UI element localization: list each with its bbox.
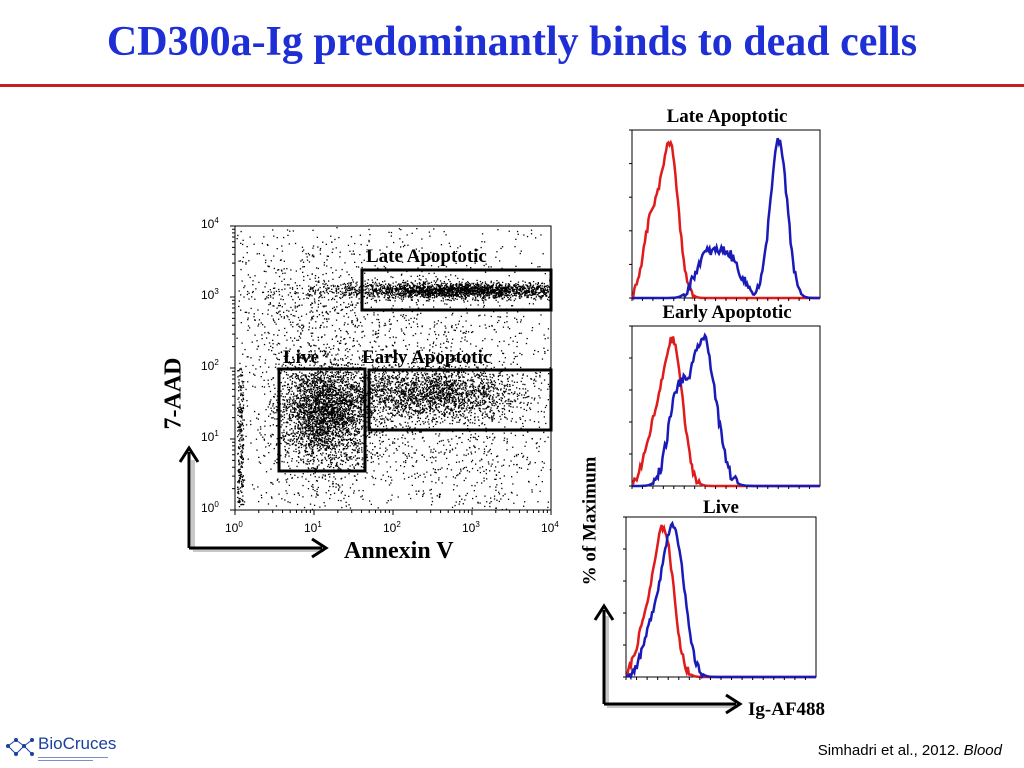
x-tick-label: 101: [304, 520, 322, 535]
y-tick-label: 101: [201, 429, 219, 444]
y-tick-label: 103: [201, 287, 219, 302]
dot-plot: [230, 225, 553, 515]
citation-journal: Blood: [963, 742, 1002, 759]
gate-label-late-apoptotic: Late Apoptotic: [366, 246, 487, 267]
dot-plot-events: [236, 227, 552, 511]
slide-title: CD300a-Ig predominantly binds to dead ce…: [106, 19, 918, 65]
x-tick-label: 100: [225, 520, 243, 535]
gate-early-apoptotic: [367, 368, 553, 432]
y-axis-title: 7-AAD: [160, 357, 187, 430]
dot-plot-axis-arrows: [178, 445, 329, 559]
x-tick-label: 102: [383, 520, 401, 535]
x-tick-label: 104: [541, 520, 559, 535]
histogram-axis-arrows: [593, 603, 743, 715]
histogram-title-live: Live: [703, 497, 739, 518]
logo-tagline-graphic: [38, 757, 108, 761]
title-divider: [0, 84, 1024, 87]
histogram-late-cd300a-curve: [632, 137, 820, 300]
gate-label-live: Live: [283, 347, 319, 368]
biocruces-logo-icon: [6, 738, 34, 756]
histogram-title-late: Late Apoptotic: [666, 106, 788, 127]
histogram-x-axis-title: Ig-AF488: [748, 699, 826, 720]
gate-live: [277, 367, 367, 473]
x-tick-label: 103: [462, 520, 480, 535]
x-axis-title: Annexin V: [344, 538, 454, 564]
citation-text: Simhadri et al., 2012.: [817, 742, 960, 759]
dot-plot-ticks: [230, 225, 552, 515]
gate-label-early-apoptotic: Early Apoptotic: [362, 347, 492, 368]
histogram-live-cd300a-curve: [625, 520, 816, 681]
histogram-live: [623, 516, 817, 681]
histogram-title-early: Early Apoptotic: [662, 302, 792, 323]
biocruces-logo-text: BioCruces: [38, 734, 117, 753]
y-tick-label: 102: [201, 358, 219, 373]
histogram-early: [629, 325, 821, 489]
histogram-late-control-curve: [630, 139, 820, 301]
citation: Simhadri et al., 2012. Blood: [818, 742, 1002, 759]
histogram-late: [629, 129, 821, 301]
histogram-frame-live: [625, 516, 817, 678]
gate-late-apoptotic: [360, 268, 553, 312]
histogram-early-control-curve: [631, 336, 820, 488]
histogram-y-axis-title: % of Maximum: [579, 456, 601, 586]
y-tick-label: 100: [201, 500, 219, 515]
y-tick-label: 104: [201, 216, 219, 231]
histogram-early-cd300a-curve: [632, 332, 820, 488]
histogram-frame-late: [631, 129, 821, 299]
